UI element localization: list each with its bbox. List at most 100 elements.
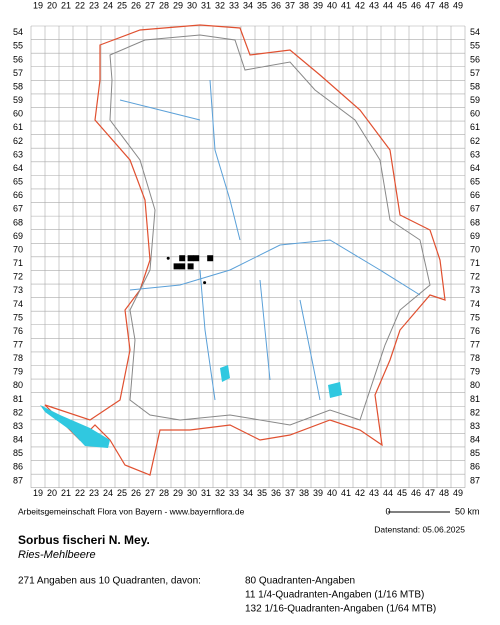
quadrant-marker: [179, 255, 186, 262]
row-label: 76: [470, 326, 480, 336]
row-label: 71: [13, 258, 23, 268]
row-label: 63: [13, 149, 23, 159]
column-label: 36: [271, 0, 281, 10]
row-label: 59: [470, 95, 480, 105]
column-label: 21: [61, 0, 71, 10]
column-label: 39: [313, 0, 323, 10]
row-label: 69: [13, 231, 23, 241]
row-label: 70: [470, 244, 480, 254]
date: Datenstand: 05.06.2025: [374, 524, 465, 534]
row-label: 77: [470, 340, 480, 350]
row-label: 84: [470, 435, 480, 445]
column-label: 42: [355, 488, 365, 498]
scale-end: 50 km: [455, 506, 480, 516]
row-label: 82: [13, 407, 23, 417]
column-label: 37: [285, 488, 295, 498]
summary-total: 271 Angaben aus 10 Quadranten, davon:: [18, 576, 201, 587]
row-label: 62: [13, 136, 23, 146]
row-label: 68: [13, 217, 23, 227]
column-label: 27: [145, 0, 155, 10]
column-label: 23: [89, 0, 99, 10]
row-label: 58: [13, 81, 23, 91]
occurrences: [166, 255, 214, 285]
column-label: 34: [243, 488, 253, 498]
column-label: 40: [327, 0, 337, 10]
column-label: 19: [33, 0, 43, 10]
column-label: 29: [173, 488, 183, 498]
row-label: 58: [470, 81, 480, 91]
row-label: 71: [470, 258, 480, 268]
column-label: 34: [243, 0, 253, 10]
row-label: 64: [13, 163, 23, 173]
row-label: 83: [470, 421, 480, 431]
row-label: 65: [13, 177, 23, 187]
row-label: 84: [13, 435, 23, 445]
column-label: 27: [145, 488, 155, 498]
row-label: 77: [13, 340, 23, 350]
row-label: 81: [470, 394, 480, 404]
quadrant-marker: [193, 255, 200, 262]
quadrant-marker: [187, 255, 194, 262]
column-label: 24: [103, 488, 113, 498]
species-name: Sorbus fischeri N. Mey.: [18, 533, 150, 547]
row-label: 78: [470, 353, 480, 363]
row-label: 72: [470, 272, 480, 282]
point-marker: [203, 281, 207, 285]
column-label: 40: [327, 488, 337, 498]
column-label: 48: [439, 488, 449, 498]
row-label: 75: [470, 312, 480, 322]
column-label: 37: [285, 0, 295, 10]
row-label: 59: [13, 95, 23, 105]
row-label: 79: [13, 367, 23, 377]
column-label: 28: [159, 488, 169, 498]
column-label: 25: [117, 488, 127, 498]
column-label: 28: [159, 0, 169, 10]
column-label: 48: [439, 0, 449, 10]
column-label: 44: [383, 488, 393, 498]
column-label: 19: [33, 488, 43, 498]
row-label: 63: [470, 149, 480, 159]
grid: 19 19 20 20 21 21 22 22 23 23 24 24 25 25 26 26 27 27 28 28…: [13, 0, 480, 498]
column-label: 45: [397, 0, 407, 10]
row-label: 75: [13, 312, 23, 322]
row-label: 54: [13, 27, 23, 37]
column-label: 30: [187, 488, 197, 498]
column-label: 29: [173, 0, 183, 10]
column-label: 20: [47, 488, 57, 498]
row-label: 57: [470, 68, 480, 78]
row-label: 66: [470, 190, 480, 200]
column-label: 42: [355, 0, 365, 10]
scale-start: 0: [385, 506, 390, 516]
row-label: 62: [470, 136, 480, 146]
row-label: 67: [470, 204, 480, 214]
summary-line: 80 Quadranten-Angaben: [245, 576, 355, 587]
column-label: 33: [229, 488, 239, 498]
row-label: 83: [13, 421, 23, 431]
row-label: 85: [470, 448, 480, 458]
column-label: 32: [215, 488, 225, 498]
row-label: 79: [470, 367, 480, 377]
column-label: 45: [397, 488, 407, 498]
row-label: 66: [13, 190, 23, 200]
row-label: 65: [470, 177, 480, 187]
column-label: 38: [299, 0, 309, 10]
row-label: 87: [13, 475, 23, 485]
column-label: 49: [453, 488, 463, 498]
summary-line: 132 1/16-Quadranten-Angaben (1/64 MTB): [245, 604, 436, 615]
row-label: 61: [470, 122, 480, 132]
row-label: 60: [470, 109, 480, 119]
row-label: 76: [13, 326, 23, 336]
column-label: 21: [61, 488, 71, 498]
column-label: 26: [131, 0, 141, 10]
column-label: 47: [425, 488, 435, 498]
column-label: 22: [75, 0, 85, 10]
summary-line: 11 1/4-Quadranten-Angaben (1/16 MTB): [245, 590, 424, 601]
inner-border: [109, 34, 431, 426]
column-label: 23: [89, 488, 99, 498]
row-label: 87: [470, 475, 480, 485]
row-label: 54: [470, 27, 480, 37]
lake: [220, 365, 342, 398]
row-label: 70: [13, 244, 23, 254]
column-label: 35: [257, 0, 267, 10]
